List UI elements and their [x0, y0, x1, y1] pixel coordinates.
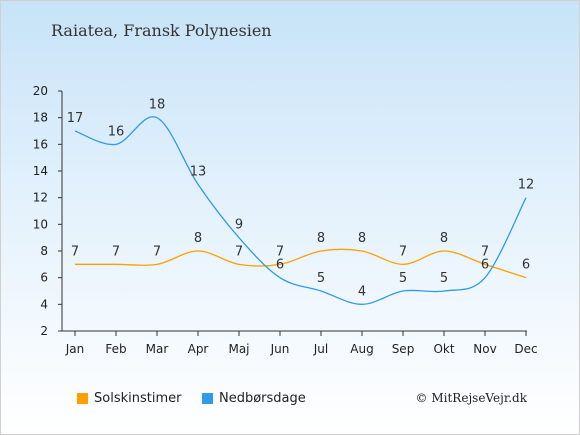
data-label-sun: 8: [358, 231, 366, 246]
y-tick-label: 10: [33, 217, 48, 231]
data-label-rain: 18: [149, 98, 166, 113]
x-tick-label: Nov: [473, 342, 496, 356]
x-tick-label: Dec: [514, 342, 537, 356]
data-label-sun: 7: [71, 244, 79, 259]
legend-label-sun: Solskinstimer: [94, 391, 182, 406]
y-tick-label: 4: [40, 297, 48, 311]
x-tick-label: Aug: [350, 342, 373, 356]
data-label-rain: 5: [399, 271, 407, 286]
y-tick-label: 14: [33, 164, 48, 178]
y-tick-label: 12: [33, 191, 48, 205]
data-label-rain: 17: [67, 111, 84, 126]
x-tick-label: Jul: [313, 342, 328, 356]
data-label-sun: 8: [194, 231, 202, 246]
x-tick-label: Jun: [270, 342, 290, 356]
legend-label-rain: Nedbørsdage: [219, 391, 306, 406]
x-tick-label: Jan: [65, 342, 85, 356]
series-line-sun: [75, 248, 527, 279]
data-label-sun: 7: [235, 244, 243, 259]
data-label-rain: 16: [108, 124, 125, 139]
data-label-rain: 12: [518, 178, 535, 193]
data-label-rain: 13: [190, 164, 207, 179]
y-tick-label: 18: [33, 111, 48, 125]
data-label-sun: 8: [317, 231, 325, 246]
y-tick-label: 2: [40, 324, 48, 338]
data-label-rain: 5: [440, 271, 448, 286]
data-label-rain: 6: [481, 258, 489, 273]
data-label-rain: 9: [235, 218, 243, 233]
data-label-sun: 7: [112, 244, 120, 259]
data-label-sun: 7: [399, 244, 407, 259]
data-label-sun: 6: [522, 258, 530, 273]
y-tick-label: 6: [40, 271, 48, 285]
data-label-rain: 6: [276, 258, 284, 273]
legend-swatch-rain: [202, 393, 213, 404]
x-tick-label: Feb: [105, 342, 126, 356]
x-tick-label: Okt: [433, 342, 454, 356]
y-tick-label: 16: [33, 137, 48, 151]
x-tick-label: Sep: [392, 342, 415, 356]
data-label-rain: 4: [358, 284, 366, 299]
legend-item-rain: Nedbørsdage: [202, 391, 306, 406]
data-label-sun: 8: [440, 231, 448, 246]
y-tick-label: 8: [40, 244, 48, 258]
series-line-rain: [74, 116, 527, 305]
data-label-rain: 5: [317, 271, 325, 286]
x-tick-label: Maj: [228, 342, 249, 356]
legend-swatch-sun: [77, 393, 88, 404]
data-label-sun: 7: [481, 244, 489, 259]
legend-item-sun: Solskinstimer: [77, 391, 181, 406]
copyright-text: © MitRejseVejr.dk: [415, 391, 527, 405]
data-label-sun: 7: [276, 244, 284, 259]
chart-title: Raiatea, Fransk Polynesien: [51, 21, 272, 40]
x-tick-label: Apr: [188, 342, 209, 356]
data-label-sun: 7: [153, 244, 161, 259]
y-tick-label: 20: [33, 84, 48, 98]
x-tick-label: Mar: [146, 342, 169, 356]
